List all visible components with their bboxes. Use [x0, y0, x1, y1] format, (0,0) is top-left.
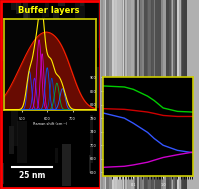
Bar [192, 0, 194, 189]
Bar [100, 0, 101, 189]
Bar [182, 0, 184, 189]
Text: Buffer layers: Buffer layers [18, 6, 80, 15]
Bar [139, 0, 140, 189]
Bar [137, 0, 139, 189]
Text: 25 nm: 25 nm [19, 171, 45, 180]
X-axis label: Raman shift (cm⁻¹): Raman shift (cm⁻¹) [33, 122, 67, 126]
Bar [154, 0, 155, 189]
Bar [180, 0, 181, 189]
Bar [129, 0, 131, 189]
Bar [171, 0, 173, 189]
Bar [177, 0, 179, 189]
Text: [0001]: [0001] [65, 76, 85, 81]
Bar [134, 0, 135, 189]
Bar [101, 0, 103, 189]
Bar [109, 0, 112, 189]
Bar [169, 0, 170, 189]
Bar [103, 0, 105, 189]
Bar [179, 0, 180, 189]
Bar [173, 0, 175, 189]
Bar [117, 0, 120, 189]
Bar [142, 0, 144, 189]
Bar [124, 0, 125, 189]
Bar [127, 0, 128, 189]
Bar [128, 0, 129, 189]
Bar [151, 0, 152, 189]
Bar [123, 0, 124, 189]
Bar [187, 0, 199, 189]
Bar [161, 0, 163, 189]
Bar [166, 0, 169, 189]
Bar [112, 0, 114, 189]
Bar [105, 0, 106, 189]
Bar [184, 0, 187, 189]
Bar [140, 0, 142, 189]
Bar [144, 0, 147, 189]
Bar [158, 0, 161, 189]
Bar [114, 0, 115, 189]
Bar [163, 0, 166, 189]
Bar [175, 0, 177, 189]
Bar [131, 0, 134, 189]
Bar [115, 0, 117, 189]
Bar [152, 0, 154, 189]
Bar [106, 0, 109, 189]
Bar [181, 0, 182, 189]
Bar [187, 0, 189, 189]
Bar [125, 0, 127, 189]
Bar [122, 0, 123, 189]
Bar [197, 0, 199, 189]
Bar [189, 0, 191, 189]
Bar [148, 0, 150, 189]
Bar [150, 0, 151, 189]
Bar [120, 0, 122, 189]
Bar [135, 0, 137, 189]
Bar [191, 0, 192, 189]
Text: 2D MQWs: 2D MQWs [125, 6, 174, 15]
Bar [194, 0, 195, 189]
Bar [195, 0, 197, 189]
Bar [155, 0, 158, 189]
Bar [147, 0, 148, 189]
Bar [170, 0, 171, 189]
